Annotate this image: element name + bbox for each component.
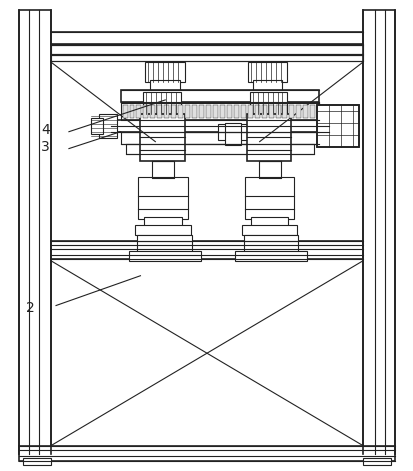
Bar xyxy=(241,225,297,235)
Bar xyxy=(289,105,294,118)
Bar xyxy=(23,457,51,465)
Bar xyxy=(136,105,141,118)
Bar xyxy=(171,105,176,118)
Bar xyxy=(143,105,148,118)
Bar xyxy=(144,217,182,227)
Bar xyxy=(247,62,287,82)
Bar xyxy=(247,105,252,118)
Bar xyxy=(137,235,192,253)
Bar xyxy=(138,178,188,219)
Bar xyxy=(129,105,134,118)
Bar xyxy=(212,105,217,118)
Bar xyxy=(51,241,362,259)
Bar xyxy=(110,120,328,132)
Bar xyxy=(90,118,102,134)
Bar xyxy=(51,45,362,54)
Bar xyxy=(98,114,116,138)
Bar xyxy=(224,123,240,145)
Bar xyxy=(120,102,318,120)
Bar xyxy=(178,105,183,118)
Bar xyxy=(164,105,169,118)
Bar xyxy=(120,132,318,144)
Bar xyxy=(250,217,288,227)
Bar xyxy=(140,114,185,162)
Bar xyxy=(268,105,273,118)
Bar xyxy=(152,161,174,179)
Bar xyxy=(192,105,197,118)
Bar xyxy=(219,105,224,118)
Bar xyxy=(51,55,362,61)
Bar xyxy=(135,225,191,235)
Bar xyxy=(226,105,231,118)
Bar xyxy=(252,80,282,92)
Bar xyxy=(316,105,358,146)
Bar xyxy=(246,114,291,162)
Bar xyxy=(296,105,301,118)
Text: 3: 3 xyxy=(41,139,50,154)
Bar xyxy=(243,235,298,253)
Bar xyxy=(303,105,308,118)
Bar xyxy=(122,105,127,118)
Bar xyxy=(282,105,287,118)
Bar xyxy=(19,446,394,462)
Bar xyxy=(275,105,280,118)
Bar xyxy=(128,251,201,261)
Bar xyxy=(120,90,318,102)
Text: 2: 2 xyxy=(26,300,35,315)
Bar xyxy=(217,124,247,139)
Bar xyxy=(234,251,306,261)
Bar xyxy=(143,92,181,114)
Bar xyxy=(19,9,51,454)
Bar xyxy=(240,105,245,118)
Bar xyxy=(261,105,266,118)
Bar xyxy=(310,105,315,118)
Bar xyxy=(199,105,204,118)
Bar xyxy=(150,105,155,118)
Bar xyxy=(145,62,185,82)
Bar xyxy=(244,178,294,219)
Bar xyxy=(362,457,390,465)
Bar xyxy=(185,105,190,118)
Bar xyxy=(258,161,280,179)
Bar xyxy=(233,105,238,118)
Bar xyxy=(362,9,394,454)
Bar xyxy=(249,92,287,114)
Bar xyxy=(157,105,162,118)
Bar xyxy=(254,105,259,118)
Bar xyxy=(206,105,211,118)
Bar xyxy=(51,32,362,44)
Bar xyxy=(125,144,313,154)
Text: 4: 4 xyxy=(41,123,50,137)
Bar xyxy=(316,105,358,146)
Bar xyxy=(150,80,180,92)
